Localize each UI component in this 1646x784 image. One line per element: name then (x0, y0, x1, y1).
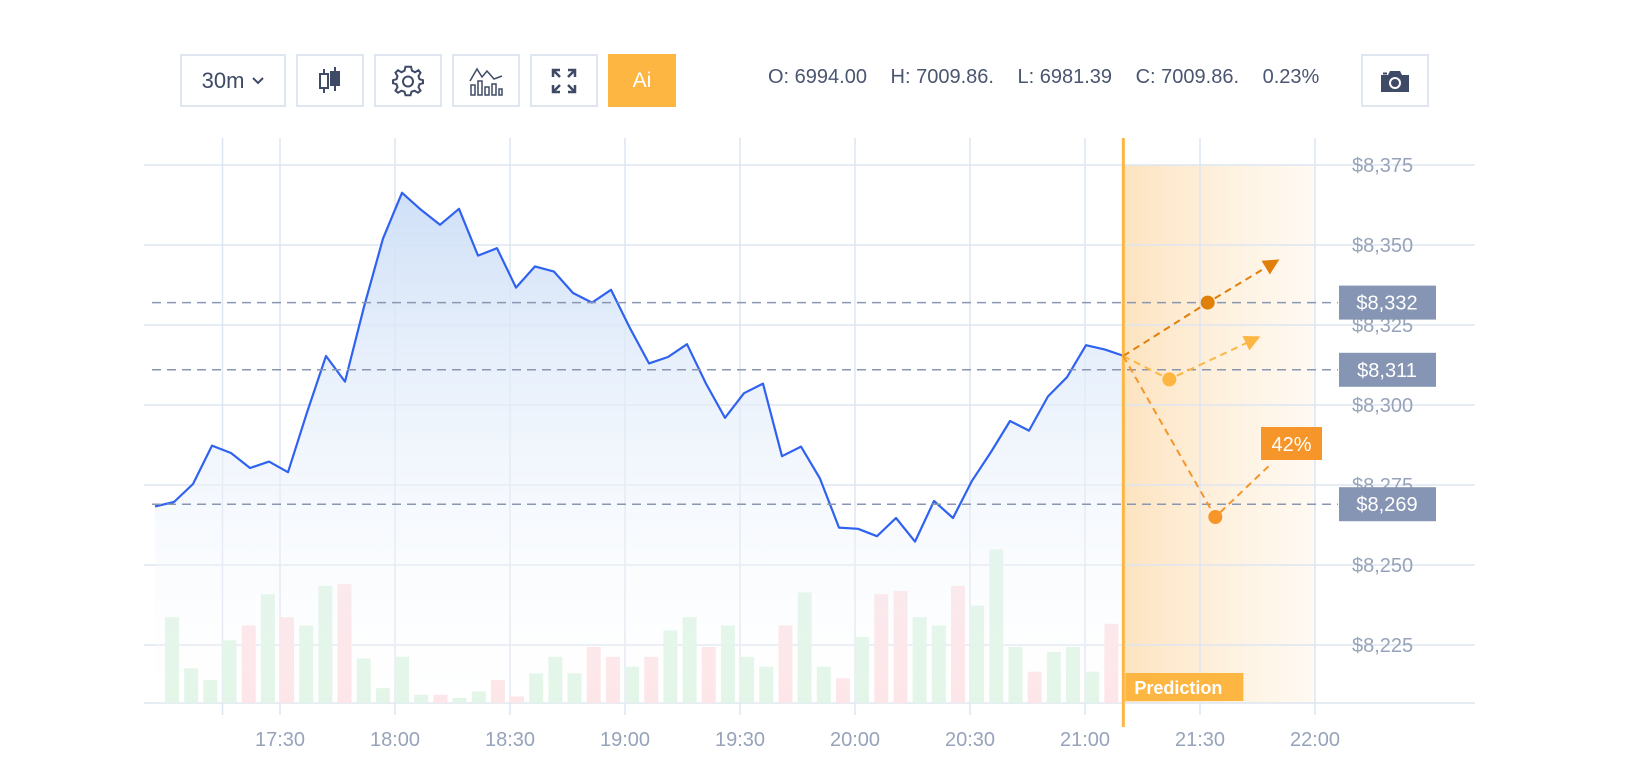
level-tag (1339, 352, 1436, 387)
ohlc-readout: O: 6994.00 H: 7009.86. L: 6981.39 C: 700… (768, 66, 1319, 89)
x-tick-labels: 17:30 18:00 18:30 19:00 19:30 20:00 20:30 21:00… (255, 729, 1340, 751)
x-tick-label: 19:30 (715, 729, 765, 751)
settings-button[interactable] (374, 54, 442, 107)
y-tick-label: $8,350 (1352, 235, 1413, 257)
x-tick-label: 17:30 (255, 729, 305, 751)
level-tag-label: $8,332 (1356, 293, 1417, 315)
prediction-tag-label: Prediction (1134, 678, 1222, 698)
ai-label: Ai (632, 68, 652, 92)
prediction-point (1200, 295, 1215, 310)
chart-type-button[interactable] (296, 54, 364, 107)
x-tick-label: 21:30 (1175, 729, 1225, 751)
probability-badge (1261, 427, 1322, 460)
x-tick-label: 21:00 (1060, 729, 1110, 751)
x-tick-label: 20:00 (830, 729, 880, 751)
level-tag (1339, 487, 1436, 522)
fullscreen-button[interactable] (530, 54, 598, 107)
indicators-icon (469, 67, 503, 96)
candlestick-icon (319, 66, 340, 93)
price-levels: $8,332 $8,311 $8,269 (152, 285, 1436, 522)
x-tick-label: 22:00 (1290, 729, 1340, 751)
y-tick-label: $8,325 (1352, 315, 1413, 337)
x-tick-label: 18:30 (485, 729, 535, 751)
price-line (154, 191, 1125, 543)
prediction-point (1162, 372, 1177, 387)
level-tag-label: $8,269 (1356, 494, 1417, 516)
y-tick-label: $8,300 (1352, 395, 1413, 417)
x-tick-label: 19:00 (600, 729, 650, 751)
probability-badge-label: 42% (1271, 434, 1311, 456)
indicators-button[interactable] (452, 54, 520, 107)
chart-toolbar: 30m (180, 54, 686, 107)
x-tick-label: 20:30 (945, 729, 995, 751)
ai-button[interactable]: Ai (608, 54, 676, 107)
chevron-down-icon (252, 76, 265, 84)
level-tag-label: $8,311 (1357, 360, 1417, 382)
level-tag (1339, 285, 1436, 320)
gear-icon (392, 65, 424, 96)
y-tick-labels: $8,375$8,350$8,325$8,300$8,275$8,250$8,2… (1352, 155, 1413, 657)
screenshot-button[interactable] (1361, 54, 1429, 107)
ohlc-high: H: 7009.86. (890, 66, 994, 88)
ohlc-close: C: 7009.86. (1135, 66, 1240, 88)
ohlc-open: O: 6994.00 (768, 66, 867, 88)
prediction-tag (1125, 673, 1244, 701)
y-tick-label: $8,375 (1352, 155, 1413, 177)
x-tick-label: 18:00 (370, 729, 420, 751)
prediction-point (1208, 510, 1223, 524)
timeframe-label: 30m (201, 67, 245, 93)
price-area (155, 192, 1124, 704)
prediction-paths (1122, 259, 1280, 524)
fullscreen-icon (551, 68, 577, 93)
camera-icon (1381, 70, 1409, 92)
ohlc-low: L: 6981.39 (1017, 66, 1113, 88)
y-tick-label: $8,250 (1352, 555, 1413, 577)
y-tick-label: $8,225 (1352, 635, 1413, 657)
timeframe-select[interactable]: 30m (180, 54, 286, 107)
ohlc-change: 0.23% (1262, 66, 1320, 88)
